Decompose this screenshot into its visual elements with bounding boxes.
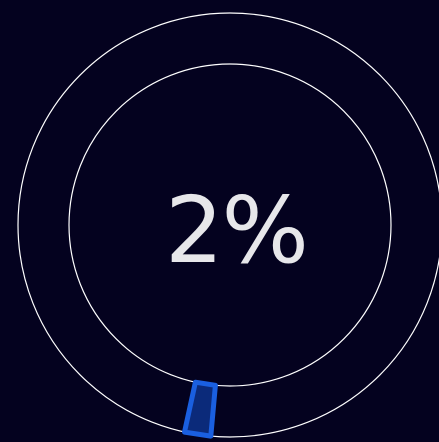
progress-percentage: 2% [165,177,309,284]
progress-segment [182,379,218,439]
inner-ring [68,63,392,387]
outer-ring [17,12,439,438]
